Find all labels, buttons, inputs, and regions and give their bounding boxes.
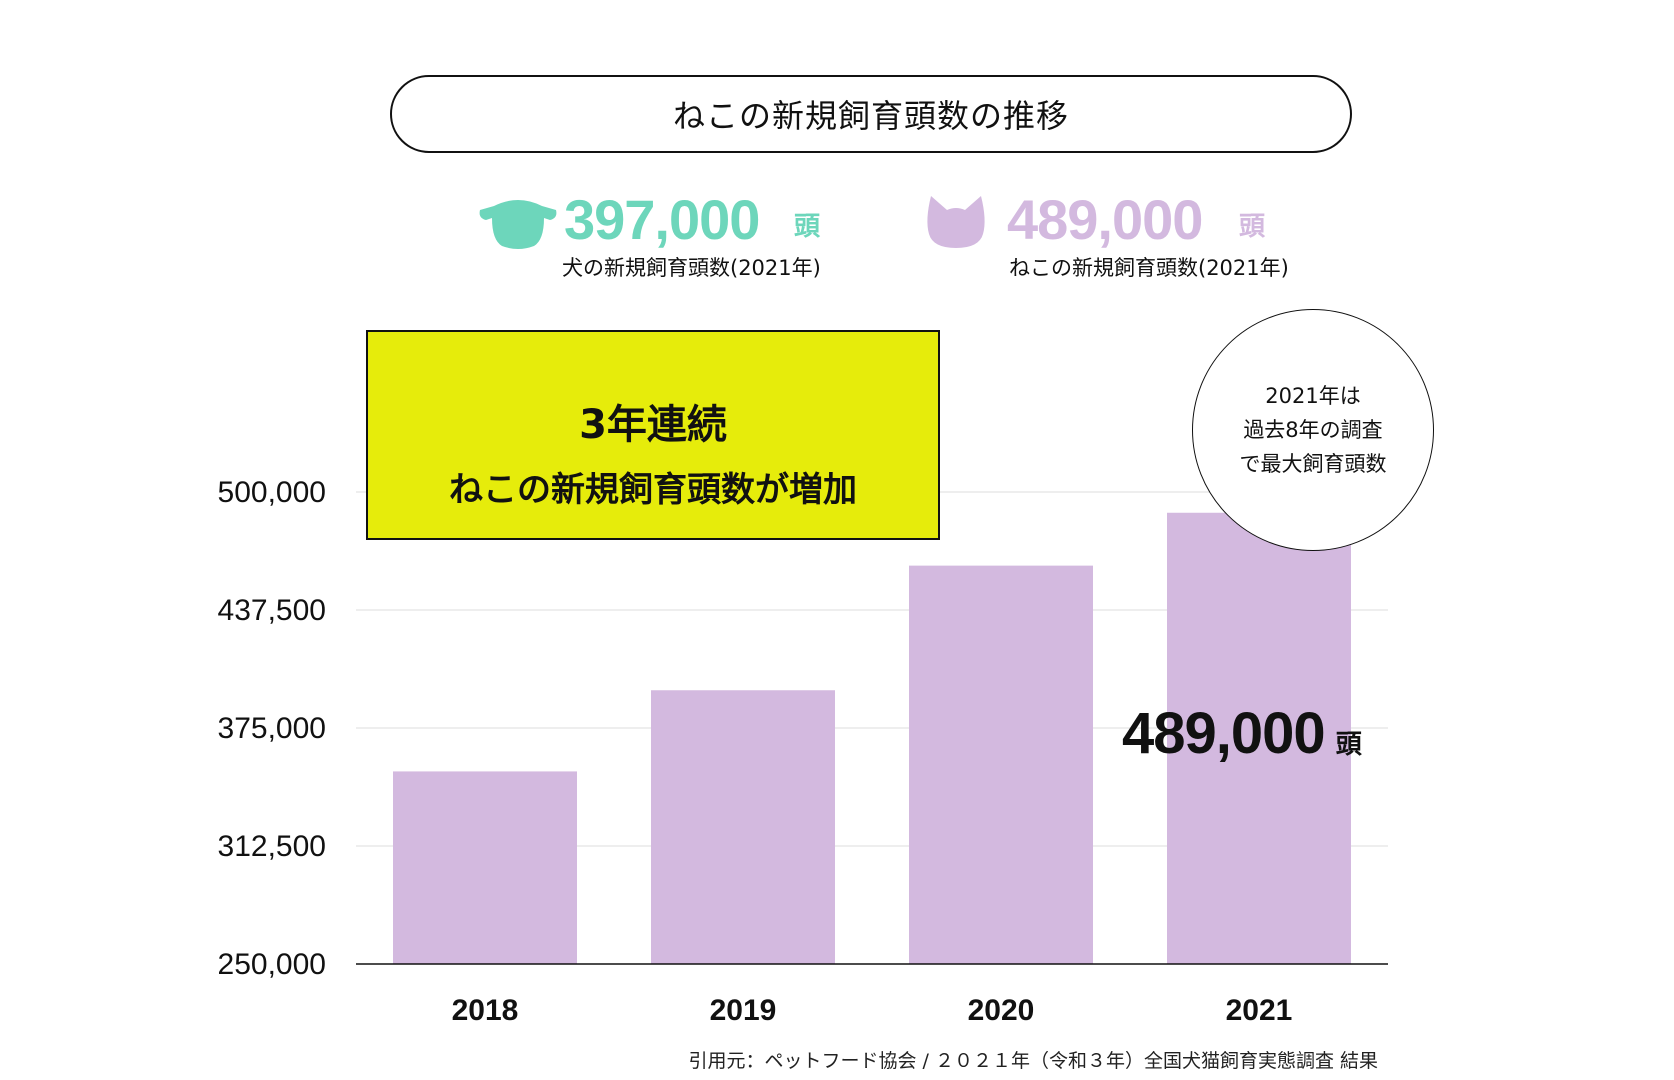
- chart-title-text: ねこの新規飼育頭数の推移: [672, 97, 1069, 135]
- y-tick-label: 375,000: [218, 712, 326, 745]
- dog-silhouette-icon: [479, 200, 557, 249]
- note-line-3: で最大飼育頭数: [1239, 452, 1387, 476]
- bar-2021: [1167, 512, 1351, 964]
- highlight-line-2: ねこの新規飼育頭数が増加: [449, 470, 857, 510]
- bar-2020: [909, 565, 1093, 964]
- bar-2019: [651, 690, 835, 964]
- x-tick-label: 2021: [1226, 994, 1293, 1027]
- x-tick-labels: 2018 2019 2020 2021: [452, 994, 1293, 1027]
- bar-value-label: 489,000 頭: [1122, 700, 1362, 767]
- dog-stat: 397,000 頭 犬の新規飼育頭数(2021年): [478, 190, 878, 285]
- bar-2018: [393, 771, 577, 964]
- cat-stat-value: 489,000: [1007, 188, 1203, 251]
- y-tick-label: 312,500: [218, 830, 326, 863]
- chart-title: ねこの新規飼育頭数の推移: [390, 75, 1352, 153]
- dog-stat-unit: 頭: [794, 212, 821, 242]
- bar-value-label-number: 489,000: [1122, 701, 1326, 766]
- note-line-2: 過去8年の調査: [1243, 418, 1383, 442]
- x-tick-label: 2019: [710, 994, 777, 1027]
- dog-stat-value: 397,000: [564, 188, 760, 251]
- y-tick-label: 250,000: [218, 948, 326, 981]
- cat-silhouette-icon: [927, 196, 985, 248]
- highlight-line-1: 3年連続: [579, 402, 727, 448]
- note-line-1: 2021年は: [1265, 384, 1361, 408]
- y-tick-label: 500,000: [218, 476, 326, 509]
- bar-value-label-unit: 頭: [1335, 730, 1362, 760]
- bars: [393, 512, 1351, 964]
- y-tick-label: 437,500: [218, 594, 326, 627]
- y-tick-labels: 250,000 312,500 375,000 437,500 500,000: [218, 476, 326, 981]
- note-circle: 2021年は 過去8年の調査 で最大飼育頭数: [1192, 309, 1434, 551]
- source-citation: 引用元：ペットフード協会 / ２０２１年（令和３年）全国犬猫飼育実態調査 結果: [688, 1050, 1378, 1072]
- highlight-box: 3年連続 ねこの新規飼育頭数が増加: [366, 330, 940, 540]
- cat-stat-caption: ねこの新規飼育頭数(2021年): [1009, 256, 1289, 280]
- x-tick-label: 2020: [968, 994, 1035, 1027]
- cat-stat-unit: 頭: [1239, 212, 1266, 242]
- x-tick-label: 2018: [452, 994, 519, 1027]
- dog-stat-caption: 犬の新規飼育頭数(2021年): [562, 256, 821, 280]
- cat-stat: 489,000 頭 ねこの新規飼育頭数(2021年): [925, 190, 1345, 285]
